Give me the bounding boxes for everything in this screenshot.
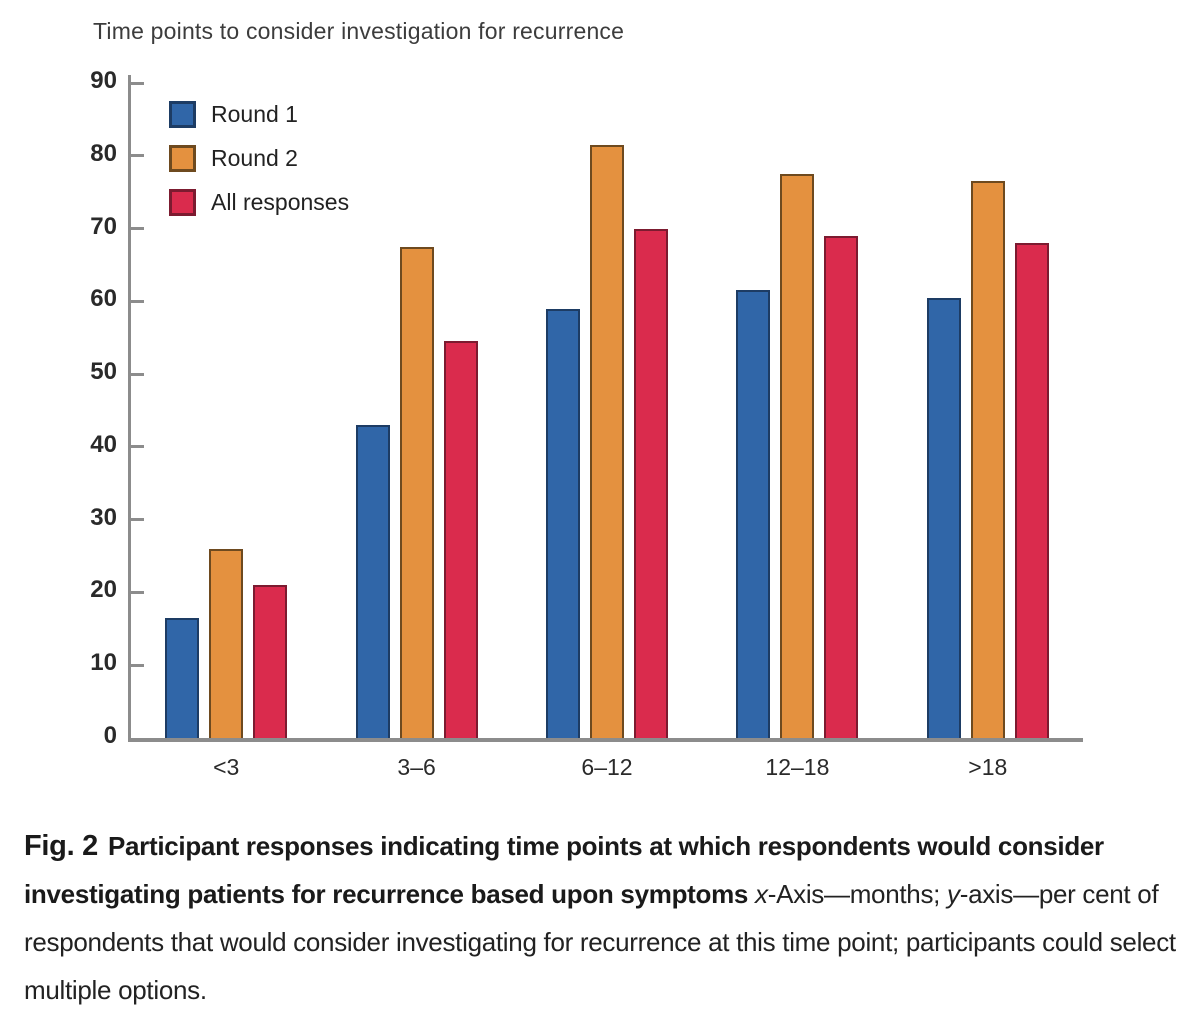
bar-all-responses-3–6 xyxy=(443,341,478,738)
y-tick xyxy=(131,445,144,449)
y-tick-label: 60 xyxy=(90,285,117,313)
bar-round-2-6–12 xyxy=(589,145,624,738)
legend-item-round-2: Round 2 xyxy=(169,145,349,172)
bar-round-2->18 xyxy=(970,181,1005,738)
chart-title: Time points to consider investigation fo… xyxy=(93,18,625,44)
y-tick-label: 50 xyxy=(90,358,117,386)
y-tick xyxy=(131,663,144,667)
caption-italic-x: x xyxy=(755,879,768,909)
bar-round-2-3–6 xyxy=(399,247,434,738)
bar-all-responses-6–12 xyxy=(633,229,668,738)
bar-group-12–18 xyxy=(736,174,859,738)
bar-round-2-<3 xyxy=(209,549,244,738)
y-tick xyxy=(131,372,144,376)
x-axis-label: 3–6 xyxy=(397,754,436,780)
bar-all-responses->18 xyxy=(1014,243,1049,738)
legend-label: Round 1 xyxy=(211,101,298,127)
y-tick-label: 10 xyxy=(90,649,117,677)
x-axis-label: >18 xyxy=(968,754,1008,780)
y-tick xyxy=(131,81,144,85)
legend-item-round-1: Round 1 xyxy=(169,101,349,128)
y-tick-label: 30 xyxy=(90,503,117,531)
caption-text: -Axis—months; xyxy=(767,879,948,909)
bar-round-1->18 xyxy=(926,298,961,738)
y-tick-label: 0 xyxy=(103,722,117,749)
bar-round-1-3–6 xyxy=(355,425,390,738)
legend-swatch-round-2 xyxy=(169,145,196,172)
y-tick xyxy=(131,518,144,522)
bar-round-1-6–12 xyxy=(545,309,580,738)
bar-group-3–6 xyxy=(355,247,478,738)
legend-label: Round 2 xyxy=(211,145,298,171)
y-tick xyxy=(131,227,144,231)
bar-group->18 xyxy=(926,181,1049,738)
legend-label: All responses xyxy=(211,189,350,215)
y-tick-label: 40 xyxy=(90,430,117,458)
x-axis-label: 6–12 xyxy=(581,754,633,780)
bar-all-responses-<3 xyxy=(253,585,288,738)
figure-caption: Fig. 2 Participant responses indicating t… xyxy=(24,822,1182,1013)
x-axis-label: 12–18 xyxy=(765,754,830,780)
legend-swatch-round-1 xyxy=(169,101,196,128)
figure-caption-bold-text: Participant responses indicating time po… xyxy=(24,831,1104,909)
y-tick xyxy=(131,299,144,303)
plot-area: Round 1 Round 2 All responses 0 10 20 30 40 5… xyxy=(90,67,1083,780)
caption-italic-y: y xyxy=(947,879,960,909)
bar-group-<3 xyxy=(165,549,288,738)
y-tick-label: 20 xyxy=(90,576,117,604)
y-tick-label: 80 xyxy=(90,139,117,167)
caption-text: -axis—per cent of respondents that would… xyxy=(24,879,1176,1005)
x-axis-label: <3 xyxy=(213,754,240,780)
bar-round-2-12–18 xyxy=(780,174,815,738)
y-tick-label: 90 xyxy=(90,67,117,94)
bar-round-1-12–18 xyxy=(736,290,771,738)
legend: Round 1 Round 2 All responses xyxy=(169,101,349,233)
bar-group-6–12 xyxy=(545,145,668,738)
y-tick-label: 70 xyxy=(90,212,117,240)
y-tick xyxy=(131,154,144,158)
bar-all-responses-12–18 xyxy=(824,236,859,738)
legend-swatch-all-responses xyxy=(169,189,196,216)
bars-row xyxy=(131,75,1083,738)
y-tick xyxy=(131,590,144,594)
bar-round-1-<3 xyxy=(165,618,200,738)
figure-caption-regular-text: x-Axis—months; y-axis—per cent of respon… xyxy=(24,879,1176,1005)
figure-caption-label: Fig. 2 xyxy=(24,830,98,862)
legend-item-all-responses: All responses xyxy=(169,189,349,216)
